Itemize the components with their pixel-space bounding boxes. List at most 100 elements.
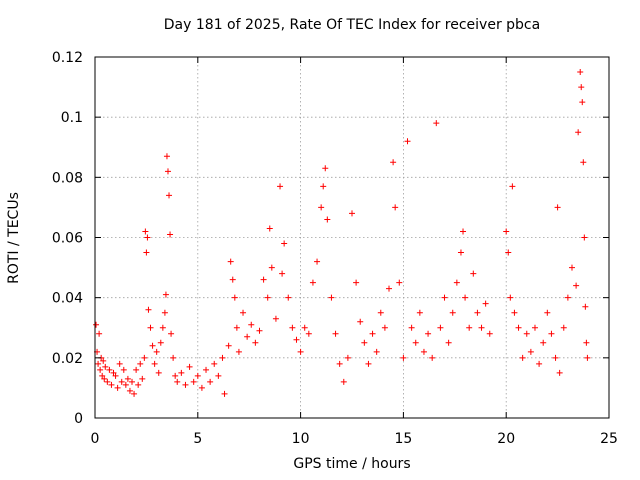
data-point (578, 84, 585, 91)
data-point (178, 369, 185, 376)
data-point (523, 330, 530, 337)
x-tick-label: 20 (497, 431, 515, 447)
data-point (114, 384, 121, 391)
data-point (281, 240, 288, 247)
data-point (159, 324, 166, 331)
data-point (139, 375, 146, 382)
data-point (404, 138, 411, 145)
data-point (141, 354, 148, 361)
data-point (182, 381, 189, 388)
data-point (505, 249, 512, 256)
data-point (166, 192, 173, 199)
data-point (437, 324, 444, 331)
data-point (584, 354, 591, 361)
data-point (108, 381, 115, 388)
data-point (203, 366, 210, 373)
data-point (577, 69, 584, 76)
data-point (137, 360, 144, 367)
axes: 0 5 10 15 20 25 0 0.02 0.04 0.06 0.08 0.1 0.12 (52, 50, 618, 447)
x-axis-label: GPS time / hours (293, 456, 411, 472)
data-point (453, 279, 460, 286)
data-point (118, 378, 125, 385)
data-point (143, 249, 150, 256)
data-point (309, 279, 316, 286)
data-point (301, 324, 308, 331)
data-point (198, 384, 205, 391)
data-point (164, 168, 171, 175)
x-tick-label: 15 (394, 431, 412, 447)
data-point (412, 339, 419, 346)
data-point (151, 360, 158, 367)
data-point (126, 387, 133, 394)
data-point (373, 348, 380, 355)
data-point (581, 234, 588, 241)
data-point (240, 309, 247, 316)
y-tick-label: 0.06 (52, 231, 83, 247)
data-point (96, 330, 103, 337)
data-point (157, 339, 164, 346)
x-tick-label: 5 (193, 431, 202, 447)
data-point (349, 210, 355, 217)
data-point (227, 258, 234, 265)
data-point (441, 294, 448, 301)
data-point (147, 324, 154, 331)
data-point (486, 330, 493, 337)
data-point (153, 348, 160, 355)
data-point (462, 294, 469, 301)
data-point (142, 228, 149, 235)
data-point (145, 306, 152, 313)
data-point (161, 309, 168, 316)
data-point (229, 276, 236, 283)
data-point (400, 354, 407, 361)
data-point (219, 354, 226, 361)
data-point (470, 270, 477, 277)
data-point (289, 324, 296, 331)
y-tick-label: 0.02 (52, 351, 83, 367)
data-point (386, 285, 393, 292)
data-point (233, 324, 240, 331)
data-point (416, 309, 423, 316)
data-point (460, 228, 467, 235)
data-point (429, 354, 436, 361)
data-point (102, 363, 109, 370)
data-point (548, 330, 555, 337)
data-point (110, 369, 117, 376)
data-point (162, 291, 169, 298)
data-point (344, 354, 351, 361)
data-point (507, 294, 514, 301)
y-tick-label: 0.04 (52, 291, 83, 307)
data-point (564, 294, 571, 301)
data-point (390, 159, 397, 166)
data-point (519, 354, 526, 361)
y-tick-label: 0.12 (52, 50, 83, 66)
data-point (457, 249, 464, 256)
data-point (207, 378, 214, 385)
data-point (377, 309, 384, 316)
data-point (116, 360, 123, 367)
data-point (101, 375, 108, 382)
data-point (221, 390, 228, 397)
data-point (580, 159, 587, 166)
data-point (318, 204, 325, 211)
data-point (124, 375, 131, 382)
data-point (420, 348, 427, 355)
data-point (133, 366, 140, 373)
data-point (332, 330, 339, 337)
data-point (536, 360, 543, 367)
data-point (324, 216, 331, 223)
data-point (314, 258, 321, 265)
data-point (575, 129, 582, 136)
data-point (186, 363, 193, 370)
data-point (408, 324, 415, 331)
data-point (369, 330, 376, 337)
data-point (104, 378, 111, 385)
data-point (433, 120, 440, 127)
data-point (357, 318, 364, 325)
data-point (144, 234, 151, 241)
data-point (252, 339, 259, 346)
data-point (97, 366, 104, 373)
data-point (285, 294, 292, 301)
data-point (396, 279, 403, 286)
data-point (336, 360, 343, 367)
